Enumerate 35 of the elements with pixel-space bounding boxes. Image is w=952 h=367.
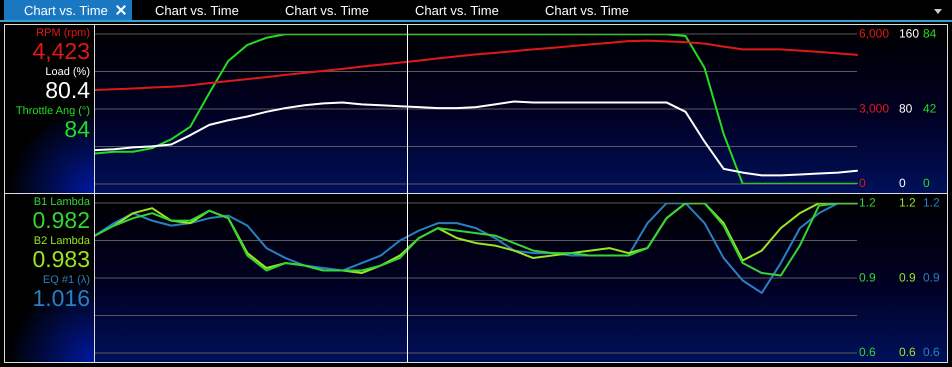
text: Chart vs. Time [545, 3, 629, 18]
text: Load (%) [44, 66, 90, 78]
y-tick-label: 1.2 [859, 196, 876, 210]
text: Chart vs. Time [415, 3, 499, 18]
text: EQ #1 (λ) [42, 274, 90, 286]
text: 80.4 [44, 77, 90, 103]
text: Chart vs. Time [285, 3, 369, 18]
text: Chart vs. Time [155, 3, 239, 18]
y2-tick-label: 0.9 [899, 270, 916, 284]
y3-tick-label: 0 [923, 176, 930, 190]
y-tick-label: 6,000 [859, 26, 890, 41]
text: Chart vs. Time [24, 3, 108, 18]
y3-tick-label: 42 [923, 101, 937, 116]
y2-tick-label: 0.6 [899, 345, 916, 360]
y-tick-label: 0.6 [859, 345, 876, 360]
y2-tick-label: 1.2 [899, 196, 916, 210]
text: Throttle Ang (°) [14, 105, 90, 117]
y2-tick-label: 160 [899, 26, 920, 41]
text: 84 [64, 116, 90, 142]
y2-tick-label: 0 [899, 176, 906, 190]
text: 4,423 [31, 38, 90, 64]
text: 0.982 [31, 207, 90, 233]
y-tick-label: 3,000 [859, 101, 890, 116]
text: 0.983 [31, 246, 90, 272]
text: RPM (rpm) [35, 27, 90, 39]
text: B1 Lambda [32, 196, 90, 208]
y2-tick-label: 80 [899, 101, 913, 116]
y-tick-label: 0.9 [859, 270, 876, 284]
y3-tick-label: 1.2 [923, 196, 940, 210]
y3-tick-label: 0.9 [923, 270, 940, 284]
y3-tick-label: 0.6 [923, 345, 940, 360]
text: 1.016 [31, 285, 90, 311]
text: B2 Lambda [32, 235, 90, 247]
y-tick-label: 0 [859, 176, 866, 190]
y3-tick-label: 84 [923, 26, 937, 41]
